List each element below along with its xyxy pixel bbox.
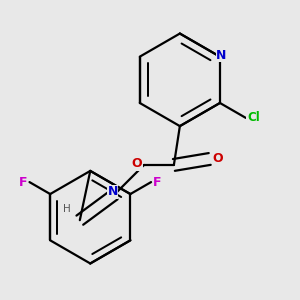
Text: O: O [213,152,224,166]
Text: N: N [216,49,226,62]
Text: F: F [19,176,27,189]
Text: O: O [131,157,142,170]
Text: N: N [107,185,118,198]
Text: F: F [153,176,162,189]
Text: H: H [62,204,70,214]
Text: Cl: Cl [247,111,260,124]
